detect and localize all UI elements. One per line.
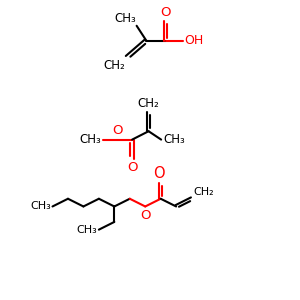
Text: CH₃: CH₃	[163, 133, 185, 146]
Text: CH₃: CH₃	[76, 225, 98, 235]
Text: OH: OH	[184, 34, 204, 47]
Text: CH₂: CH₂	[193, 187, 214, 197]
Text: O: O	[153, 166, 165, 181]
Text: O: O	[112, 124, 123, 137]
Text: CH₂: CH₂	[103, 59, 125, 72]
Text: O: O	[127, 161, 137, 174]
Text: CH₃: CH₃	[30, 202, 51, 212]
Text: O: O	[140, 209, 151, 222]
Text: CH₃: CH₃	[114, 12, 136, 25]
Text: O: O	[160, 6, 171, 19]
Text: CH₃: CH₃	[80, 133, 101, 146]
Text: CH₂: CH₂	[138, 97, 160, 110]
